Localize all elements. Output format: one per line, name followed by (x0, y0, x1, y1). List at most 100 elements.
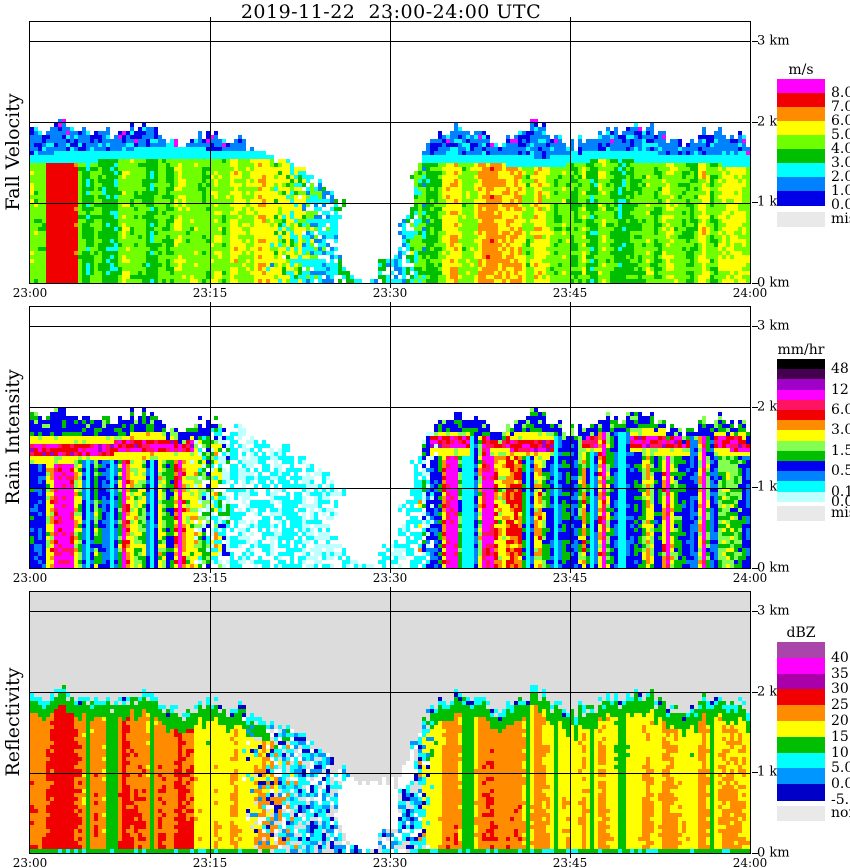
y-tick-label: 3 km (757, 603, 790, 619)
legend-title: dBZ (786, 625, 816, 641)
axis-tick (752, 487, 758, 488)
legend-value-label: 40.0 (831, 649, 850, 666)
legend-value-label: 4.0 (831, 141, 850, 157)
legend-color-box (777, 784, 825, 801)
legend-value-label: 0.0 (831, 197, 850, 213)
axis-tick (752, 692, 758, 693)
legend-color-box (777, 721, 825, 738)
legend-value-label: 7.0 (831, 99, 850, 115)
legend-value-label: 3.0 (831, 422, 850, 439)
legend-color-box (777, 657, 825, 675)
y-tick-label: 2 km (757, 399, 790, 415)
y-tick-label: 2 km (757, 684, 790, 700)
heatmap-rain-intensity (29, 306, 751, 569)
legend-value-label: 8.0 (831, 85, 850, 101)
legend-color-box (777, 191, 825, 206)
legend-value-label: 0.0 (831, 493, 850, 510)
x-tick-label: 23:45 (552, 571, 588, 585)
axis-tick (390, 854, 391, 858)
legend-value-label: 10.0 (831, 744, 850, 761)
legend-value-label: 15.0 (831, 728, 850, 745)
legend-value-label: 3.0 (831, 155, 850, 171)
legend-value-label: 35.0 (831, 665, 850, 682)
ylabel-fall-velocity: Fall Velocity (2, 93, 24, 211)
ylabel-reflectivity: Reflectivity (2, 667, 24, 777)
x-tick-label: 24:00 (732, 856, 768, 868)
legend-color-box (777, 410, 825, 421)
figure-title: 2019-11-22 23:00-24:00 UTC (240, 1, 542, 23)
axis-tick (752, 853, 758, 854)
axis-tick (752, 772, 758, 773)
y-tick-label: 1 km (757, 479, 790, 495)
legend-value-label: 30.0 (831, 681, 850, 698)
legend-color-box (777, 440, 825, 452)
axis-tick (752, 326, 758, 327)
legend-color-box (777, 149, 825, 164)
axis-tick (210, 854, 211, 858)
x-tick-label: 23:45 (552, 856, 588, 868)
x-tick-label: 23:00 (12, 856, 48, 868)
axis-tick (210, 569, 211, 573)
axis-tick (210, 284, 211, 288)
legend-color-box (777, 177, 825, 192)
legend-title: m/s (788, 62, 814, 78)
axis-tick (752, 41, 758, 42)
legend-value-label: 1.5 (831, 442, 850, 459)
x-tick-label: 23:30 (372, 571, 408, 585)
legend-color-box (777, 389, 825, 401)
y-tick-label: 1 km (757, 764, 790, 780)
ylabel-rain-intensity: Rain Intensity (2, 369, 24, 505)
legend-value-label: 1.0 (831, 183, 850, 199)
legend-value-label: 0.0 (831, 776, 850, 793)
legend-color-box (777, 399, 825, 411)
axis-tick (390, 569, 391, 573)
legend-value-label: 12.0 (831, 381, 850, 398)
x-tick-label: 23:00 (12, 286, 48, 300)
legend-color-box (777, 135, 825, 150)
axis-tick (752, 568, 758, 569)
legend-value-label: 0.5 (831, 463, 850, 480)
legend-value-label: -5.0 (831, 792, 850, 808)
y-tick-label: 3 km (757, 33, 790, 49)
legend-value-label: 2.0 (831, 169, 850, 185)
legend-color-box (777, 461, 825, 472)
legend-color-box (777, 379, 825, 391)
y-tick-label: 0 km (757, 560, 790, 576)
legend-color-box (777, 642, 825, 659)
y-tick-label: 0 km (757, 275, 790, 291)
axis-tick (570, 854, 571, 858)
axis-tick (752, 407, 758, 408)
legend-value-label: 48.0 (831, 361, 850, 378)
legend-color-box (777, 481, 825, 493)
legend-value-label: 0.1 (831, 483, 850, 500)
legend-color-box (777, 79, 825, 94)
y-tick-label: 3 km (757, 318, 790, 334)
legend-color-box (777, 359, 825, 370)
legend-color-box (777, 768, 825, 785)
legend-color-box (777, 491, 825, 503)
legend-missing-label: miss (831, 505, 850, 521)
y-tick-label: 0 km (757, 845, 790, 861)
x-tick-label: 23:30 (372, 856, 408, 868)
x-tick-label: 23:15 (192, 571, 228, 585)
legend-color-box (777, 93, 825, 108)
axis-tick (752, 202, 758, 203)
axis-tick (570, 284, 571, 288)
axis-tick (752, 611, 758, 612)
y-tick-label: 2 km (757, 114, 790, 130)
x-tick-label: 24:00 (732, 286, 768, 300)
legend-missing-box (777, 506, 825, 521)
heatmap-reflectivity (29, 591, 751, 854)
legend-missing-box (777, 212, 825, 227)
legend-missing-box (777, 806, 825, 821)
y-tick-label: 1 km (757, 194, 790, 210)
legend-color-box (777, 736, 825, 754)
legend-color-box (777, 420, 825, 431)
legend-value-label: 6.0 (831, 113, 850, 129)
legend-color-box (777, 369, 825, 380)
axis-tick (752, 122, 758, 123)
legend-color-box (777, 689, 825, 706)
legend-color-box (777, 121, 825, 136)
legend-title: mm/hr (777, 342, 825, 358)
